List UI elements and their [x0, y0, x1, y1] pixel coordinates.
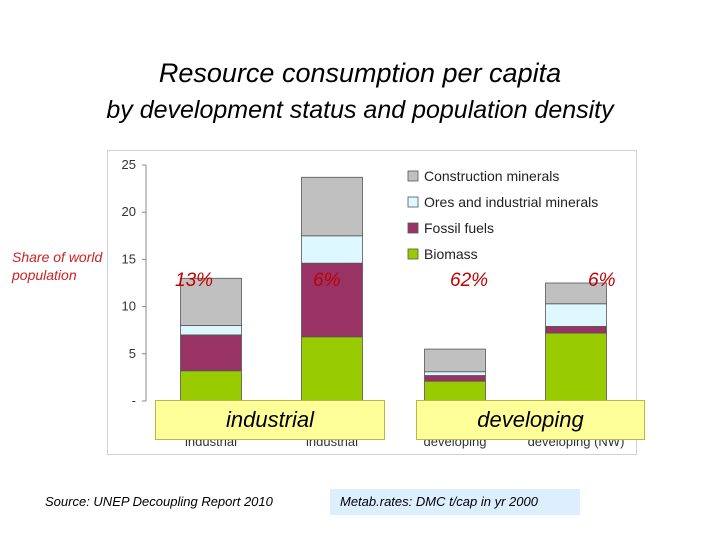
chart-subtitle: by development status and population den…	[106, 96, 614, 124]
bar-construction-minerals	[180, 277, 242, 326]
bar-ores-and-industrial-minerals	[424, 371, 486, 376]
bar-fossil-fuels	[545, 326, 607, 334]
y-tick-label: 10	[122, 299, 136, 314]
share-of-world-label: Share of world population	[12, 249, 103, 283]
legend-label: Fossil fuels	[424, 220, 494, 236]
y-tick-label: 20	[122, 204, 136, 219]
developing-banner: developing	[416, 400, 645, 440]
legend-swatch	[407, 222, 419, 234]
legend-swatch	[407, 170, 419, 182]
y-tick-label: 5	[129, 346, 136, 361]
metab-rates-note: Metab.rates: DMC t/cap in yr 2000	[330, 489, 580, 515]
bar-fossil-fuels	[424, 375, 486, 382]
bar-construction-minerals	[545, 282, 607, 305]
chart-title: Resource consumption per capita	[158, 58, 562, 88]
legend-label: Ores and industrial minerals	[424, 194, 598, 210]
y-tick-label: -	[132, 393, 136, 408]
bar-fossil-fuels	[301, 262, 363, 338]
bar-biomass	[545, 332, 607, 402]
bar-biomass	[301, 336, 363, 402]
bar-biomass	[424, 380, 486, 402]
bar-biomass	[180, 370, 242, 402]
share-value-3: 62%	[450, 270, 489, 291]
bar-ores-and-industrial-minerals	[180, 325, 242, 336]
bar-construction-minerals	[424, 348, 486, 373]
legend-label: Biomass	[424, 246, 478, 262]
bar-fossil-fuels	[180, 334, 242, 372]
legend-label: Construction minerals	[424, 168, 559, 184]
legend-swatch	[407, 248, 419, 260]
y-tick-label: 15	[122, 251, 136, 266]
share-value-1: 13%	[175, 270, 214, 291]
bar-construction-minerals	[301, 176, 363, 237]
share-value-4: 6%	[588, 270, 616, 291]
y-tick-label: 25	[122, 157, 136, 172]
industrial-banner: industrial	[155, 400, 385, 440]
bar-ores-and-industrial-minerals	[301, 235, 363, 264]
source-note: Source: UNEP Decoupling Report 2010	[45, 494, 273, 509]
share-value-2: 6%	[313, 270, 341, 291]
legend-swatch	[407, 196, 419, 208]
bar-ores-and-industrial-minerals	[545, 303, 607, 327]
